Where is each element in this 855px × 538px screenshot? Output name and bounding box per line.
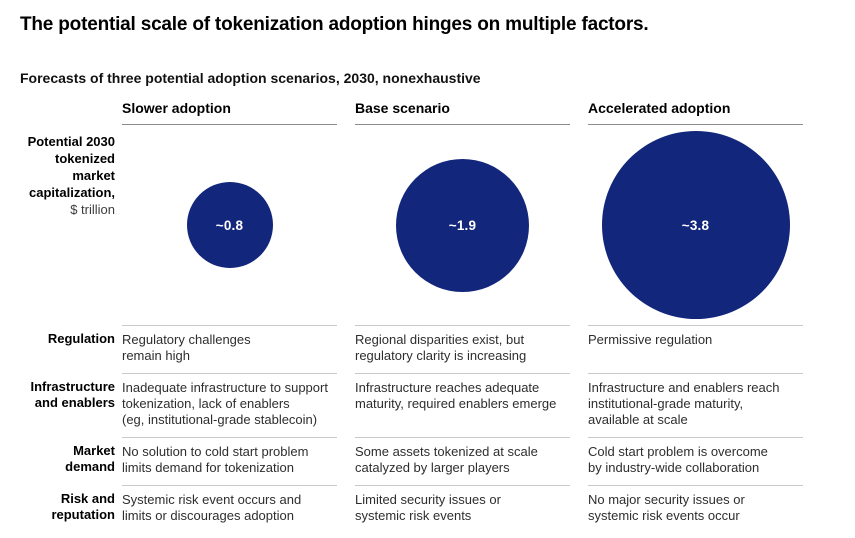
header-spacer xyxy=(20,100,122,125)
bubble-metric-bold: Potential 2030 tokenized market capitali… xyxy=(27,134,115,200)
scenario-grid: Slower adoption Base scenario Accelerate… xyxy=(20,100,835,533)
bubble-cell-accelerated-adoption: ~3.8 xyxy=(588,125,803,325)
bubble-value-label: ~3.8 xyxy=(681,217,710,233)
bubble-slower-adoption: ~0.8 xyxy=(186,182,273,268)
cell-risk-slower: Systemic risk event occurs and limits or… xyxy=(122,485,337,533)
bubble-cell-slower-adoption: ~0.8 xyxy=(122,125,337,325)
row-label-market-demand: Market demand xyxy=(65,443,115,474)
cell-regulation-accelerated: Permissive regulation xyxy=(588,325,803,373)
cell-market-demand-slower: No solution to cold start problem limits… xyxy=(122,437,337,485)
cell-infrastructure-accelerated: Infrastructure and enablers reach instit… xyxy=(588,373,803,437)
bubble-base-scenario: ~1.9 xyxy=(396,158,529,292)
column-header-slower-adoption: Slower adoption xyxy=(122,100,337,125)
cell-market-demand-accelerated: Cold start problem is overcome by indust… xyxy=(588,437,803,485)
cell-infrastructure-slower: Inadequate infrastructure to support tok… xyxy=(122,373,337,437)
bubble-value-label: ~1.9 xyxy=(448,217,477,233)
bubble-value-label: ~0.8 xyxy=(215,217,244,233)
cell-regulation-base: Regional disparities exist, but regulato… xyxy=(355,325,570,373)
cell-market-demand-base: Some assets tokenized at scale catalyzed… xyxy=(355,437,570,485)
bubble-metric-unit: $ trillion xyxy=(70,202,115,217)
cell-regulation-slower: Regulatory challenges remain high xyxy=(122,325,337,373)
column-header-base-scenario: Base scenario xyxy=(355,100,570,125)
bubble-metric-label: Potential 2030 tokenized market capitali… xyxy=(20,125,122,325)
column-header-accelerated-adoption: Accelerated adoption xyxy=(588,100,803,125)
cell-risk-base: Limited security issues or systemic risk… xyxy=(355,485,570,533)
row-label-infrastructure-and-enablers: Infrastructure and enablers xyxy=(30,379,115,410)
bubble-cell-base-scenario: ~1.9 xyxy=(355,125,570,325)
bubble-accelerated-adoption: ~3.8 xyxy=(601,131,790,319)
chart-subtitle: Forecasts of three potential adoption sc… xyxy=(20,70,481,86)
row-label-risk-and-reputation: Risk and reputation xyxy=(51,491,115,522)
cell-infrastructure-base: Infrastructure reaches adequate maturity… xyxy=(355,373,570,437)
cell-risk-accelerated: No major security issues or systemic ris… xyxy=(588,485,803,533)
row-label-regulation: Regulation xyxy=(47,331,115,346)
page-title: The potential scale of tokenization adop… xyxy=(20,14,649,35)
